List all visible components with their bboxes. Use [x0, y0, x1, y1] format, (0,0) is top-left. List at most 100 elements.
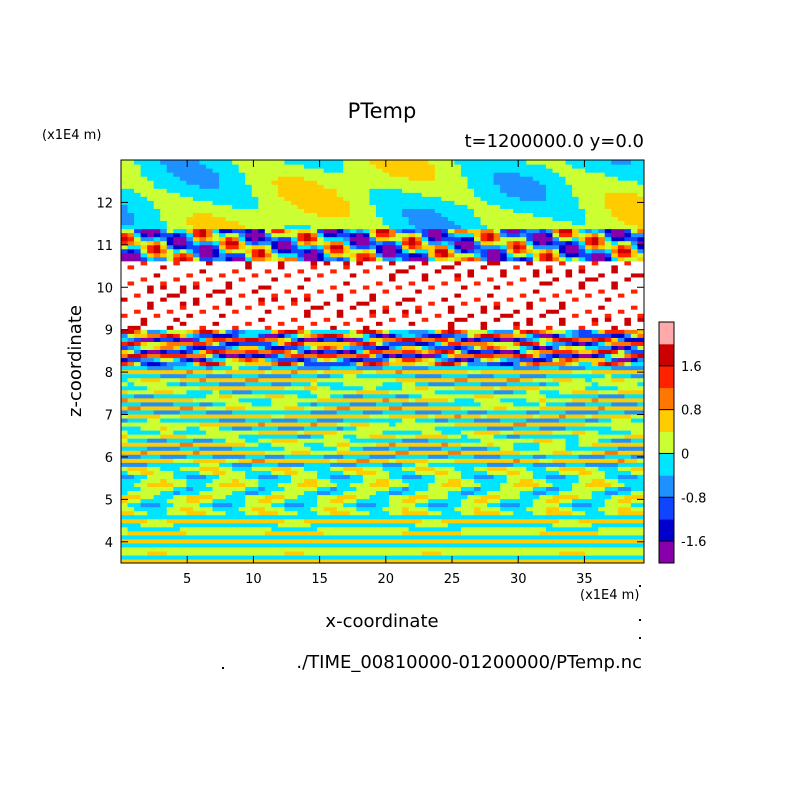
field-cell: [284, 558, 292, 563]
field-cell: [264, 434, 272, 439]
field-cell: [297, 341, 305, 346]
field-cell: [559, 341, 567, 346]
field-cell: [232, 349, 240, 355]
field-cell: [199, 389, 207, 395]
field-cell: [349, 329, 357, 334]
field-cell: [166, 345, 174, 351]
field-cell: [493, 482, 501, 488]
field-cell: [565, 425, 573, 431]
field-cell: [284, 466, 292, 471]
field-cell: [559, 381, 567, 387]
field-cell: [617, 546, 625, 552]
field-cell: [219, 421, 227, 427]
field-cell: [330, 365, 338, 371]
field-cell: [513, 558, 521, 563]
field-cell: [258, 357, 266, 363]
field-cell: [532, 534, 540, 540]
field-cell: [617, 554, 625, 560]
field-cell: [604, 321, 612, 326]
field-cell: [199, 542, 207, 548]
field-cell: [604, 454, 612, 459]
field-cell: [134, 369, 142, 375]
field-cell: [637, 425, 644, 431]
field-cell: [415, 546, 423, 552]
field-cell: [330, 385, 338, 391]
field-cell: [630, 401, 639, 407]
field-cell: [277, 502, 286, 508]
field-cell: [310, 554, 318, 560]
field-cell: [330, 526, 338, 532]
field-cell: [415, 337, 423, 342]
field-cell: [552, 321, 560, 326]
field-cell: [205, 377, 214, 383]
field-cell: [304, 474, 312, 479]
field-cell: [356, 381, 364, 387]
field-cell: [297, 502, 305, 508]
field-cell: [290, 405, 299, 411]
field-cell: [356, 417, 364, 423]
field-cell: [598, 474, 606, 479]
field-cell: [617, 409, 625, 415]
field-cell: [153, 365, 161, 371]
field-cell: [304, 518, 312, 524]
field-cell: [630, 341, 639, 346]
field-cell: [290, 401, 299, 407]
field-cell: [519, 434, 527, 439]
field-cell: [389, 385, 397, 391]
field-cell: [493, 446, 501, 451]
field-cell: [232, 353, 240, 359]
field-cell: [356, 309, 364, 314]
field-cell: [153, 434, 161, 439]
field-cell: [323, 542, 331, 548]
field-cell: [441, 361, 449, 367]
field-cell: [389, 349, 397, 355]
field-cell: [225, 397, 233, 403]
field-cell: [395, 413, 403, 419]
field-cell: [552, 365, 560, 371]
field-cell: [447, 546, 456, 552]
field-cell: [304, 494, 312, 500]
field-cell: [389, 526, 397, 532]
field-cell: [415, 466, 423, 471]
field-cell: [624, 317, 632, 322]
field-cell: [480, 417, 488, 423]
field-cell: [271, 550, 279, 556]
field-cell: [454, 454, 462, 459]
field-cell: [186, 365, 194, 371]
field-cell: [539, 349, 547, 355]
field-cell: [578, 526, 586, 532]
field-cell: [624, 434, 632, 439]
field-cell: [343, 425, 351, 431]
field-cell: [375, 357, 384, 363]
field-cell: [343, 550, 351, 556]
field-cell: [624, 381, 632, 387]
field-cell: [343, 413, 351, 419]
field-cell: [375, 381, 384, 387]
field-cell: [447, 345, 456, 351]
field-cell: [415, 421, 423, 427]
field-cell: [362, 353, 371, 359]
field-cell: [624, 337, 632, 342]
field-cell: [258, 442, 266, 447]
field-cell: [134, 502, 142, 508]
field-cell: [624, 482, 632, 488]
field-cell: [402, 369, 410, 375]
field-cell: [637, 345, 644, 351]
field-cell: [467, 462, 475, 467]
field-cell: [245, 333, 253, 338]
field-cell: [205, 329, 214, 334]
field-cell: [454, 446, 462, 451]
field-cell: [519, 425, 527, 431]
field-cell: [166, 554, 174, 560]
field-cell: [199, 353, 207, 359]
field-cell: [166, 317, 174, 322]
field-cell: [611, 534, 619, 540]
field-cell: [545, 425, 554, 431]
field-cell: [356, 405, 364, 411]
field-cell: [134, 417, 142, 423]
field-cell: [532, 341, 540, 346]
field-cell: [506, 518, 514, 524]
field-cell: [160, 385, 168, 391]
field-cell: [238, 361, 246, 367]
field-cell: [304, 413, 312, 419]
